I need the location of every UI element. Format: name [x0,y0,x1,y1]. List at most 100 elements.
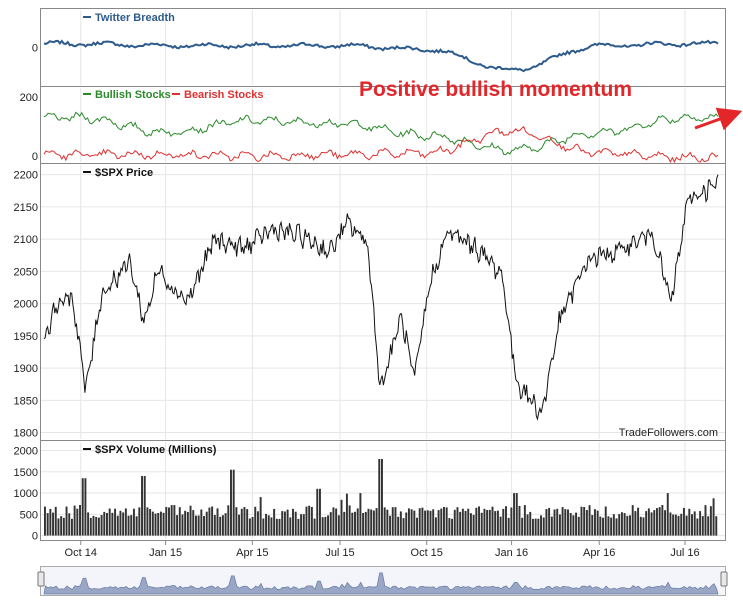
volume-bar [116,515,119,536]
volume-bar [240,508,243,536]
volume-bar [496,510,499,536]
volume-bar [254,506,257,536]
legend-breadth: Twitter Breadth [83,12,175,24]
volume-bar [219,516,222,536]
volume-bar [480,512,483,536]
legend-volume: $SPX Volume (Millions) [83,444,217,456]
volume-bar [262,518,265,536]
volume-bar [502,508,505,536]
volume-bar [54,506,57,536]
volume-bar [642,517,645,536]
volume-bar [343,511,346,536]
volume-bar [348,505,351,536]
volume-bar [515,493,518,536]
volume-bar [337,515,340,536]
volume-bar [556,508,559,536]
volume-bar [178,507,181,536]
volume-bar [235,507,238,536]
volume-bar [456,507,459,536]
volume-bar [615,518,618,536]
volume-bar [693,511,696,536]
volume-bar [84,478,87,536]
volume-bar [70,518,73,536]
volume-bar [332,507,335,536]
volume-bar [170,505,173,536]
volume-bar [591,515,594,536]
volume-bar [626,515,629,536]
volume-bar [359,493,362,536]
y-tick-label: 0 [32,43,38,55]
volume-bar [181,514,184,536]
volume-bar [588,505,591,536]
volume-bar [391,507,394,536]
x-tick-label: Oct 14 [65,547,97,559]
volume-bar [224,513,227,536]
series-twitter-breadth [43,39,719,73]
volume-bar [475,507,478,536]
volume-bar [464,511,467,536]
volume-bar [685,515,688,536]
volume-bar [340,499,343,536]
volume-bar [389,515,392,536]
volume-bar [440,508,443,536]
volume-bar [65,506,68,536]
volume-bar [114,508,117,536]
panel-volume-frame [40,440,726,541]
volume-bar [132,508,135,536]
volume-bar [399,511,402,536]
volume-bar [494,511,497,536]
y-tick-label: 2200 [14,170,38,182]
volume-bar [483,508,486,536]
volume-bar [405,512,408,536]
volume-bar [310,507,313,536]
volume-bar [141,476,143,536]
volume-bar [189,505,192,536]
volume-bar [119,510,122,536]
volume-bar [386,509,389,536]
volume-bar [596,510,599,536]
volume-bar [381,459,383,536]
legend-price-label: $SPX Price [95,167,153,179]
volume-bar [130,515,133,536]
volume-bar [213,515,216,536]
volume-bar [397,516,400,536]
volume-bar [281,511,284,536]
volume-bar [203,516,205,536]
volume-bar [154,513,157,536]
volume-bar [540,515,542,536]
navigator-volume-area [43,572,719,595]
volume-bar [100,515,103,536]
volume-bar [165,507,168,536]
annotation-text: Positive bullish momentum [359,78,632,101]
volume-bar [472,514,475,536]
volume-bar [661,505,664,536]
volume-bar [111,512,114,536]
volume-bar [124,508,127,536]
volume-bar [637,507,640,536]
navigator-left-handle[interactable] [37,571,45,587]
volume-bar [313,518,316,536]
volume-bar [184,510,187,536]
volume-bar [221,515,224,536]
volume-bar [437,510,440,536]
volume-bar [513,493,516,536]
volume-bar [680,513,683,536]
y-tick-label: 2100 [14,234,38,246]
volume-bar [192,510,195,536]
volume-bar [564,509,567,536]
y-tick-label: 0 [32,151,38,163]
volume-bar [577,516,580,536]
annotation-arrow [694,107,743,131]
volume-bar [629,515,631,536]
volume-bar [507,517,510,536]
volume-bar [518,505,521,536]
volume-bar [372,510,375,536]
volume-bar [211,506,214,536]
volume-bar [410,509,413,536]
navigator-right-handle[interactable] [720,571,728,587]
volume-bar [60,516,63,536]
navigator[interactable] [37,566,728,596]
volume-bar [300,514,303,536]
volume-bar [308,505,311,536]
volume-bar [712,498,715,536]
